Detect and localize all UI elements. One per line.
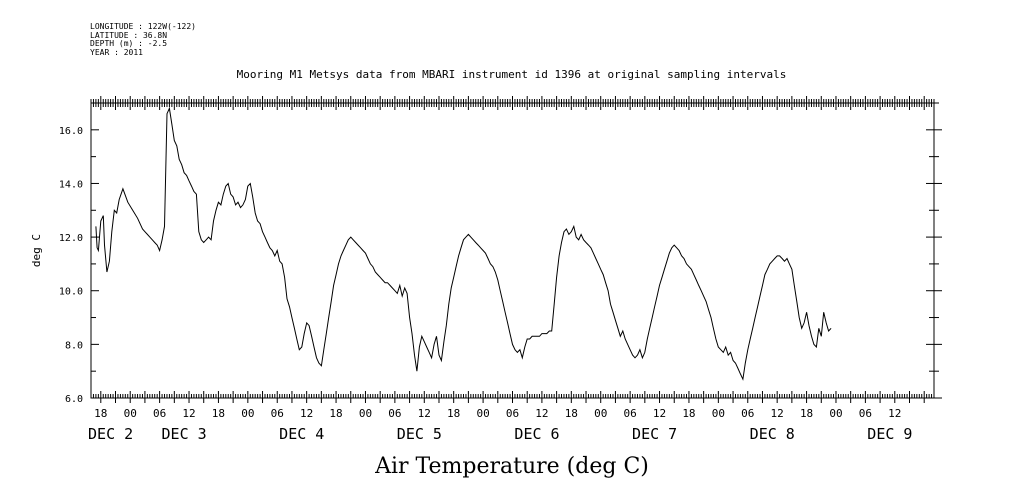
x-hour-label: 18 — [94, 407, 107, 420]
y-tick-label: 12.0 — [59, 233, 83, 244]
x-day-label: DEC 6 — [514, 425, 559, 443]
x-hour-label: 12 — [300, 407, 313, 420]
chart-title: Mooring M1 Metsys data from MBARI instru… — [236, 68, 787, 81]
x-hour-label: 12 — [653, 407, 666, 420]
x-hour-label: 00 — [359, 407, 372, 420]
x-day-label: DEC 9 — [867, 425, 912, 443]
x-day-label: DEC 8 — [750, 425, 795, 443]
y-tick-label: 8.0 — [65, 340, 83, 351]
x-hour-label: 00 — [712, 407, 725, 420]
x-day-label: DEC 4 — [279, 425, 324, 443]
x-day-label: DEC 3 — [162, 425, 207, 443]
y-tick-label: 14.0 — [59, 179, 83, 190]
x-hour-label: 12 — [182, 407, 195, 420]
x-hour-label: 18 — [800, 407, 813, 420]
y-tick-label: 6.0 — [65, 394, 83, 405]
x-hour-label: 06 — [388, 407, 401, 420]
x-hour-label: 06 — [153, 407, 166, 420]
x-hour-label: 06 — [271, 407, 284, 420]
meta-latitude: LATITUDE : 36.8N — [90, 30, 168, 40]
x-hour-label: 00 — [829, 407, 842, 420]
x-hour-label: 12 — [888, 407, 901, 420]
x-axis-title: Air Temperature (deg C) — [375, 454, 649, 479]
y-axis-label: deg C — [30, 234, 43, 267]
meta-year: YEAR : 2011 — [90, 47, 143, 57]
x-hour-label: 00 — [476, 407, 489, 420]
x-hour-label: 18 — [329, 407, 342, 420]
x-day-label: DEC 2 — [88, 425, 133, 443]
metadata-block: LONGITUDE : 122W(-122) LATITUDE : 36.8N … — [90, 22, 196, 57]
x-hour-label: 06 — [741, 407, 754, 420]
y-tick-label: 10.0 — [59, 287, 83, 298]
x-hour-label: 06 — [624, 407, 637, 420]
x-hour-label: 00 — [124, 407, 137, 420]
meta-longitude: LONGITUDE : 122W(-122) — [90, 22, 196, 31]
x-hour-label: 12 — [535, 407, 548, 420]
x-hour-label: 06 — [506, 407, 519, 420]
x-day-label: DEC 5 — [397, 425, 442, 443]
meta-depth: DEPTH (m) : -2.5 — [90, 39, 168, 48]
x-hour-label: 18 — [447, 407, 460, 420]
series-line — [95, 106, 832, 381]
x-hour-label: 00 — [241, 407, 254, 420]
x-hour-label: 18 — [212, 407, 225, 420]
x-day-label: DEC 7 — [632, 425, 677, 443]
x-hour-label: 12 — [771, 407, 784, 420]
x-hour-label: 18 — [565, 407, 578, 420]
x-hour-label: 18 — [682, 407, 695, 420]
series-layer — [95, 106, 832, 381]
x-hour-label: 00 — [594, 407, 607, 420]
x-hour-label: 06 — [859, 407, 872, 420]
x-hour-label: 12 — [418, 407, 431, 420]
x-axis: 18 00 06 12 18 00 06 12 18 00 06 12 18 00 06 12 18 00 06 12… — [88, 96, 935, 443]
y-tick-label: 16.0 — [59, 126, 83, 137]
plot-frame — [90, 102, 935, 399]
y-axis: 6.0 8.0 10.0 12.0 14.0 16.0 — [59, 102, 942, 405]
